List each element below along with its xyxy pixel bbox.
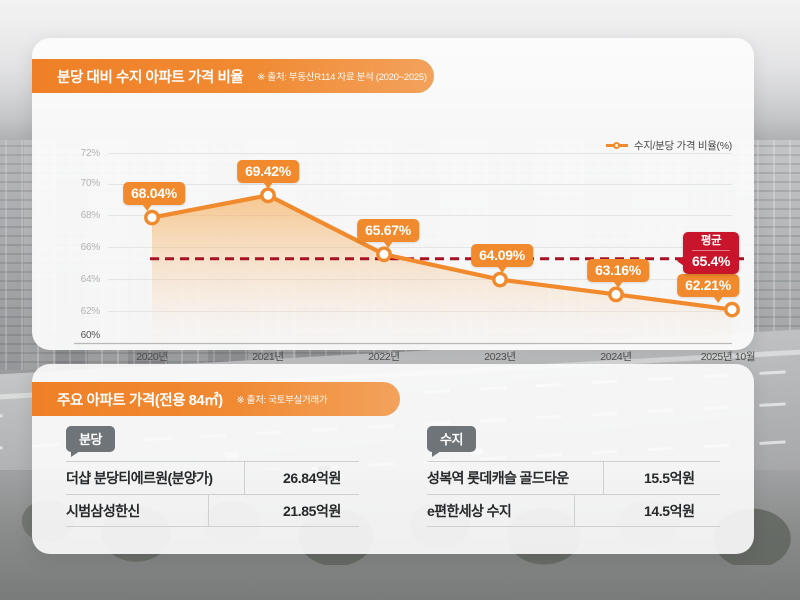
y-axis-tick-62: 62% xyxy=(80,306,101,317)
table-card-source: ※ 출처: 국토부실거래가 xyxy=(236,395,328,406)
x-axis-tick-2025: 2025년 10월 xyxy=(700,351,756,363)
apartment-price: 15.5억원 xyxy=(643,470,695,486)
data-label-2021: 69.42% xyxy=(237,160,299,189)
y-axis-tick-66: 66% xyxy=(80,242,101,253)
apartment-price: 26.84억원 xyxy=(283,470,341,486)
chart-plot-area: 수지/분당 가격 비율(%) 72% 70% 68% 66% 64% 62% 6… xyxy=(32,106,756,363)
chart-series-line xyxy=(149,193,735,312)
chart-card-header: 분당 대비 수지 아파트 가격 비율 ※ 출처: 부동산R114 자료 분석 (… xyxy=(32,59,434,93)
apartment-price: 21.85억원 xyxy=(283,502,341,519)
chart-card-source: ※ 출처: 부동산R114 자료 분석 (2020~2025) xyxy=(257,72,427,83)
price-table-suji: 수지 성복역 롯데캐슬 골드타운 15.5억원 e편한세상 수지 14.5억원 xyxy=(393,426,754,527)
chart-data-points xyxy=(144,187,740,318)
data-label-2025: 62.21% xyxy=(677,274,739,303)
y-axis-tick-64: 64% xyxy=(80,274,101,285)
price-table-bundang: 분당 더샵 분당티에르원(분양가) 26.84억원 시범삼성한신 21.85억원 xyxy=(32,426,393,527)
data-label-2022: 65.67% xyxy=(357,219,419,248)
average-badge-caption: 평균 xyxy=(692,234,731,251)
x-axis-tick-2021: 2021년 xyxy=(252,351,284,363)
y-axis-tick-68: 68% xyxy=(80,210,101,221)
group-label-bundang: 분당 xyxy=(66,426,116,457)
x-axis-tick-2020: 2020년 xyxy=(136,351,168,363)
cell-divider xyxy=(207,495,209,526)
data-label-2020: 68.04% xyxy=(123,182,185,211)
legend-line-marker-icon xyxy=(605,141,628,150)
price-tables: 분당 더샵 분당티에르원(분양가) 26.84억원 시범삼성한신 21.85억원… xyxy=(32,426,754,527)
apartment-name: 성복역 롯데캐슬 골드타운 xyxy=(427,470,569,486)
x-axis-tick-2023: 2023년 xyxy=(484,351,516,363)
apartment-name: 시범삼성한신 xyxy=(66,502,140,519)
apartment-price: 14.5억원 xyxy=(644,502,695,519)
cell-divider xyxy=(574,495,576,526)
table-card-header: 주요 아파트 가격(전용 84㎡) ※ 출처: 국토부실거래가 xyxy=(32,382,400,416)
table-card-title: 주요 아파트 가격(전용 84㎡) xyxy=(57,392,223,409)
chart-card-title: 분당 대비 수지 아파트 가격 비율 xyxy=(57,69,244,86)
chart-area-fill xyxy=(152,195,732,343)
apartment-name: e편한세상 수지 xyxy=(427,502,512,519)
x-axis-tick-2022: 2022년 xyxy=(368,351,400,363)
price-table-card: 주요 아파트 가격(전용 84㎡) ※ 출처: 국토부실거래가 분당 더샵 분당… xyxy=(32,364,754,554)
chart-legend: 수지/분당 가격 비율(%) xyxy=(605,138,732,153)
legend-label: 수지/분당 가격 비율(%) xyxy=(633,140,732,152)
y-axis-tick-70: 70% xyxy=(80,178,101,189)
data-label-2023: 64.09% xyxy=(471,244,533,273)
x-axis-tick-2024: 2024년 xyxy=(600,351,632,363)
cell-divider xyxy=(602,462,604,494)
data-label-2024: 63.16% xyxy=(587,259,649,288)
cell-divider xyxy=(244,462,246,494)
average-badge: 평균 65.4% xyxy=(676,232,740,274)
table-row: 성복역 롯데캐슬 골드타운 15.5억원 xyxy=(427,461,720,494)
table-row: 더샵 분당티에르원(분양가) 26.84억원 xyxy=(66,461,359,494)
apartment-name: 더샵 분당티에르원(분양가) xyxy=(66,470,213,486)
table-row: e편한세상 수지 14.5억원 xyxy=(427,494,720,527)
group-label-suji: 수지 xyxy=(427,426,477,457)
table-row: 시범삼성한신 21.85억원 xyxy=(66,494,359,527)
chart-card: 분당 대비 수지 아파트 가격 비율 ※ 출처: 부동산R114 자료 분석 (… xyxy=(32,38,756,363)
y-axis-tick-72: 72% xyxy=(80,148,101,159)
average-badge-value: 65.4% xyxy=(692,253,731,269)
y-axis-tick-60: 60% xyxy=(80,330,101,341)
